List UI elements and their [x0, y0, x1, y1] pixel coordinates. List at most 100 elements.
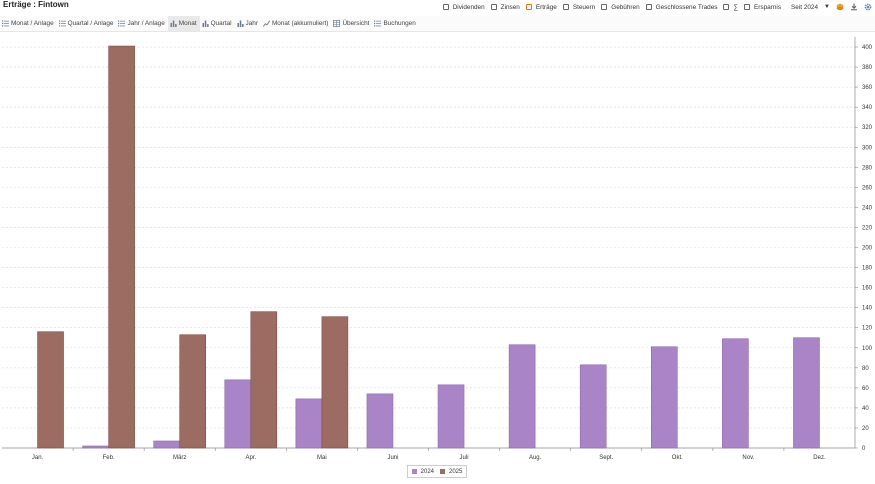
y-tick-label: 40 — [862, 406, 869, 412]
tab-label: Übersicht — [342, 20, 370, 27]
y-tick-label: 300 — [862, 145, 873, 151]
checkbox[interactable] — [723, 4, 730, 10]
bar-2024-märz[interactable] — [153, 440, 181, 449]
bar-2024-feb[interactable] — [82, 445, 109, 449]
checkbox[interactable] — [442, 4, 449, 10]
tab-jahr-anlage[interactable]: Jahr / Anlage — [116, 16, 167, 31]
tab-label: Buchungen — [383, 20, 416, 27]
list-icon — [2, 20, 11, 27]
download-icon[interactable] — [850, 3, 858, 11]
tab-monat[interactable]: Monat — [167, 16, 200, 31]
filter-bar: Dividenden Zinsen Erträge Steuern Gebühren Ge… — [437, 1, 872, 13]
x-tick-label: Juni — [387, 455, 398, 461]
filter-ersparnis[interactable]: Ersparnis — [744, 4, 781, 11]
bar-2024-apr[interactable] — [224, 379, 252, 449]
legend-label: 2024 — [420, 468, 434, 475]
list-icon — [374, 20, 383, 27]
x-tick-label: Jan. — [32, 455, 44, 461]
period-select[interactable]: Seit 2024 ▼ — [791, 4, 830, 11]
table-icon — [333, 20, 342, 27]
filter-label: ∑ — [733, 3, 739, 11]
chart-area: 0 20 40 60 80 100 120 140 160 180 200 220 240 260 280 3… — [0, 32, 875, 479]
bar-2024-juli[interactable] — [437, 384, 465, 449]
bar-2024-juni[interactable] — [366, 393, 394, 449]
legend-label: 2025 — [449, 468, 463, 475]
checkbox[interactable] — [744, 4, 751, 10]
x-tick-label: Aug. — [529, 455, 542, 461]
y-tick-label: 0 — [862, 446, 866, 452]
x-tick-label: Juli — [460, 455, 469, 461]
y-tick-label: 260 — [862, 185, 873, 191]
filter-sum[interactable]: ∑ — [723, 4, 738, 11]
legend-swatch — [411, 469, 417, 474]
bar-2024-aug[interactable] — [508, 344, 536, 449]
filter-label: Gebühren — [611, 3, 640, 11]
line-chart-icon — [262, 20, 272, 27]
bar-2025-märz[interactable] — [179, 334, 207, 449]
checkbox[interactable] — [645, 4, 652, 10]
filter-zinsen[interactable]: Zinsen — [490, 3, 520, 11]
tab-label: Jahr / Anlage — [127, 20, 165, 27]
bar-2025-jan[interactable] — [37, 331, 64, 449]
y-tick-label: 180 — [862, 266, 873, 272]
y-tick-label: 20 — [862, 426, 869, 432]
filter-label: Erträge — [535, 3, 557, 11]
tab-quartal[interactable]: Quartal — [200, 16, 235, 31]
checkbox[interactable] — [525, 4, 532, 10]
coins-icon[interactable] — [836, 3, 844, 11]
y-tick-label: 340 — [862, 105, 873, 111]
legend-item-2025[interactable]: 2025 — [440, 469, 462, 475]
tab-buchungen[interactable]: Buchungen — [372, 16, 418, 31]
y-tick-label: 120 — [862, 326, 873, 332]
tab-label: Jahr — [245, 20, 258, 27]
income-bar-chart: 0 20 40 60 80 100 120 140 160 180 200 220 240 260 280 3… — [2, 37, 873, 461]
filter-geschlossene-trades[interactable]: Geschlossene Trades — [645, 4, 717, 11]
x-tick-label: Dez. — [813, 455, 826, 461]
bar-2025-mai[interactable] — [321, 316, 349, 449]
bar-2025-apr[interactable] — [250, 311, 278, 449]
checkbox[interactable] — [490, 4, 497, 10]
tab-jahr[interactable]: Jahr — [235, 16, 261, 31]
tab-label: Quartal / Anlage — [67, 20, 114, 27]
period-label: Seit 2024 — [791, 3, 819, 11]
y-tick-label: 200 — [862, 246, 873, 252]
bar-2024-nov[interactable] — [722, 338, 749, 449]
checkbox[interactable] — [562, 4, 569, 10]
tab-label: Monat / Anlage — [11, 20, 54, 27]
title-bar: Erträge : Fintown Dividenden Zinsen Erträg… — [0, 0, 875, 14]
legend-item-2024[interactable]: 2024 — [411, 468, 434, 475]
bar-2024-dez[interactable] — [793, 337, 820, 449]
y-tick-label: 60 — [862, 386, 869, 392]
checkbox[interactable] — [601, 4, 608, 10]
y-tick-label: 80 — [862, 366, 869, 372]
bar-2025-feb[interactable] — [108, 45, 135, 449]
x-tick-label: Nov. — [742, 455, 754, 461]
list-icon — [58, 20, 68, 27]
bar-2024-okt[interactable] — [650, 346, 678, 449]
bar-2024-mai[interactable] — [295, 398, 323, 449]
filter-label: Zinsen — [500, 3, 520, 11]
window-title: Erträge : Fintown — [3, 0, 69, 9]
x-tick-label: Feb. — [103, 455, 115, 461]
tab-quartal-anlage[interactable]: Quartal / Anlage — [57, 16, 117, 31]
filter-steuern[interactable]: Steuern — [562, 4, 595, 11]
y-tick-label: 100 — [862, 346, 873, 352]
y-tick-label: 280 — [862, 165, 873, 171]
tab-monat-anlage[interactable]: Monat / Anlage — [0, 16, 57, 31]
y-tick-label: 140 — [862, 306, 873, 312]
y-tick-label: 220 — [862, 225, 873, 231]
y-tick-label: 240 — [862, 205, 873, 211]
tab-monat-akkumuliert[interactable]: Monat (akkumuliert) — [261, 16, 331, 31]
filter-gebühren[interactable]: Gebühren — [601, 3, 640, 11]
y-tick-label: 380 — [862, 65, 873, 71]
tab-übersicht[interactable]: Übersicht — [331, 16, 372, 31]
y-tick-label: 360 — [862, 85, 873, 91]
filter-dividenden[interactable]: Dividenden — [442, 3, 485, 11]
gear-icon[interactable] — [864, 3, 872, 11]
filter-erträge[interactable]: Erträge — [525, 3, 557, 11]
tab-label: Monat (akkumuliert) — [271, 20, 329, 27]
filter-label: Dividenden — [452, 3, 485, 11]
view-tabs: Monat / Anlage Quartal / Anlage Jahr / Anl… — [0, 16, 875, 32]
bar-2024-sept[interactable] — [579, 364, 607, 449]
bar-chart-icon — [202, 20, 211, 27]
